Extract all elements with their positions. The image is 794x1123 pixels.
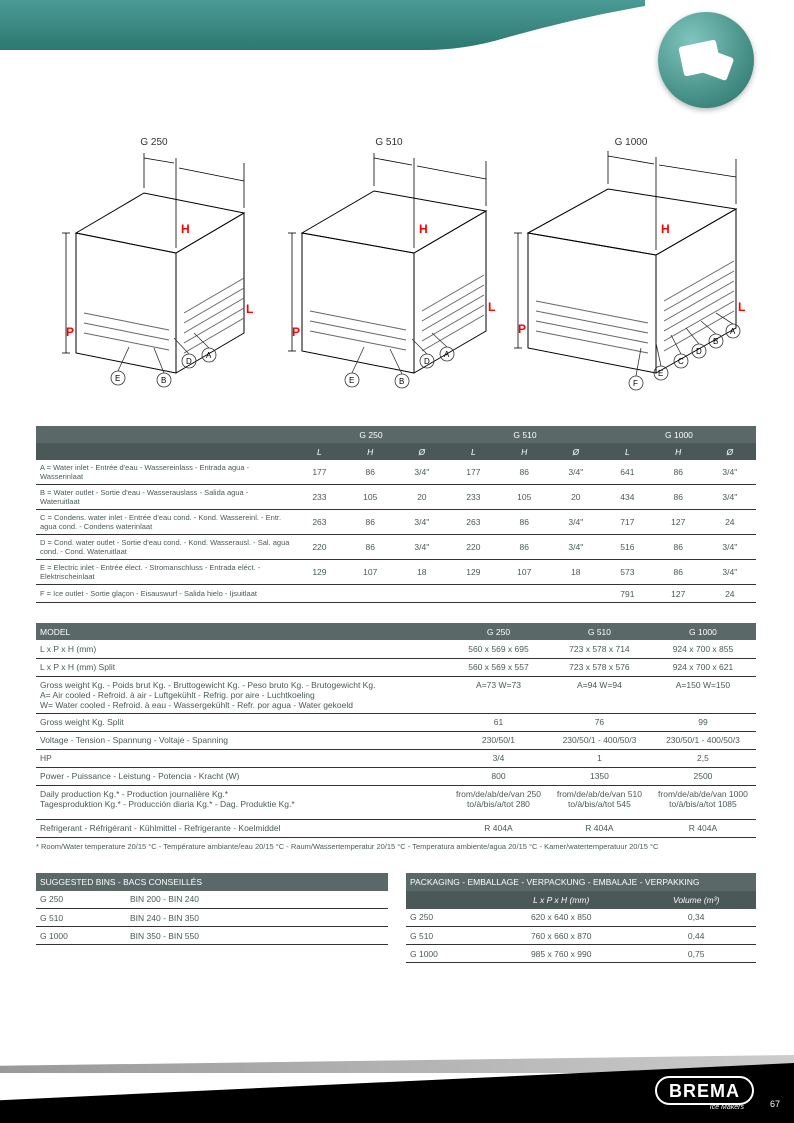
diagram-label: G 250 <box>140 137 168 148</box>
brema-tagline: Ice Makers <box>710 1104 744 1111</box>
page-number: 67 <box>770 1099 780 1109</box>
svg-text:E: E <box>658 369 663 378</box>
svg-text:D: D <box>424 357 430 366</box>
bins-table: SUGGESTED BINS - BACS CONSEILLÉS G 250BI… <box>36 873 388 946</box>
svg-text:P: P <box>518 322 526 336</box>
header-curve <box>425 0 645 60</box>
header-teal-bar <box>0 0 430 50</box>
brema-logo: BREMA <box>655 1076 754 1105</box>
footer: BREMA Ice Makers 67 <box>0 1043 794 1123</box>
diagram-g250: G 250 H L P E B D A <box>36 130 271 395</box>
packaging-table: PACKAGING - EMBALLAGE - VERPACKUNG - EMB… <box>406 873 756 964</box>
svg-text:D: D <box>696 347 702 356</box>
svg-text:A: A <box>444 350 450 359</box>
svg-text:H: H <box>419 222 428 236</box>
svg-text:B: B <box>399 377 404 386</box>
diagram-label: G 1000 <box>615 137 648 148</box>
svg-text:E: E <box>115 374 120 383</box>
footnote: * Room/Water temperature 20/15 °C - Temp… <box>36 842 756 851</box>
svg-text:B: B <box>713 337 718 346</box>
svg-text:A: A <box>730 327 736 336</box>
svg-text:C: C <box>678 357 684 366</box>
connections-table: G 250 G 510 G 1000 LHØ LHØ LHØ A = Water… <box>36 426 756 603</box>
svg-text:A: A <box>206 351 212 360</box>
svg-text:H: H <box>181 222 190 236</box>
diagram-row: G 250 H L P E B D A <box>36 130 756 395</box>
diagram-g510: G 510 H L P E B D A <box>271 130 506 395</box>
svg-text:B: B <box>161 376 166 385</box>
ice-badge <box>658 12 754 108</box>
diagram-label: G 510 <box>375 137 403 148</box>
specs-table: MODEL G 250 G 510 G 1000 L x P x H (mm)5… <box>36 623 756 838</box>
svg-text:L: L <box>246 302 253 316</box>
ice-icon <box>677 35 735 85</box>
svg-text:H: H <box>661 222 670 236</box>
svg-text:E: E <box>349 376 354 385</box>
svg-text:P: P <box>66 325 74 339</box>
diagram-g1000: G 1000 H L P F E C D B A <box>506 130 756 395</box>
svg-text:D: D <box>186 357 192 366</box>
svg-text:L: L <box>738 300 745 314</box>
svg-text:L: L <box>488 300 495 314</box>
svg-text:F: F <box>633 379 638 388</box>
svg-text:P: P <box>292 325 300 339</box>
